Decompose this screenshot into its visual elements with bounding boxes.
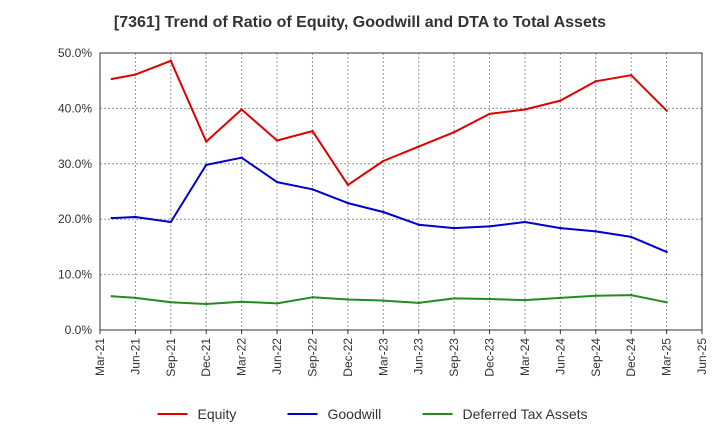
x-tick-label: Sep-22 (305, 338, 319, 377)
x-tick-label: Jun-21 (128, 338, 142, 375)
data-point-goodwill (311, 188, 314, 191)
data-point-deferred-tax-assets (169, 301, 173, 304)
data-point-goodwill (275, 180, 279, 184)
x-tick-label: Mar-21 (93, 338, 107, 376)
x-tick-label: Mar-25 (660, 338, 674, 376)
data-point-equity (110, 77, 114, 81)
legend-label-equity: Equity (198, 406, 237, 422)
series-line-goodwill (111, 156, 667, 253)
x-tick-label: Mar-24 (518, 338, 532, 376)
data-point-equity (559, 99, 562, 102)
data-point-deferred-tax-assets (110, 295, 114, 298)
x-tick-label: Dec-22 (341, 338, 355, 377)
data-point-goodwill (559, 226, 562, 230)
data-point-deferred-tax-assets (452, 297, 456, 300)
y-tick-label: 30.0% (58, 157, 92, 171)
data-point-equity (488, 112, 491, 116)
data-point-deferred-tax-assets (665, 301, 668, 304)
series-line-deferred-tax-assets (111, 294, 667, 305)
data-point-goodwill (240, 156, 243, 159)
legend-label-deferred-tax-assets: Deferred Tax Assets (463, 406, 588, 422)
x-tick-label: Mar-23 (376, 338, 390, 376)
data-point-equity (523, 108, 527, 111)
x-tick-label: Dec-24 (624, 338, 638, 377)
data-point-equity (382, 159, 385, 163)
x-tick-label: Sep-23 (447, 338, 461, 377)
chart-title: [7361] Trend of Ratio of Equity, Goodwil… (113, 14, 607, 31)
y-tick-label: 0.0% (65, 323, 93, 337)
plot-frame (99, 52, 703, 331)
data-point-deferred-tax-assets (629, 293, 633, 297)
data-point-goodwill (417, 223, 420, 226)
y-tick-label: 50.0% (58, 46, 92, 60)
data-point-equity (240, 108, 243, 111)
data-point-equity (275, 139, 279, 142)
data-point-goodwill (594, 230, 597, 233)
y-tick-label: 20.0% (58, 212, 92, 226)
data-point-equity (169, 59, 173, 62)
data-point-goodwill (629, 235, 633, 239)
data-point-deferred-tax-assets (240, 300, 243, 303)
data-point-goodwill (110, 216, 114, 220)
x-tick-label: Sep-21 (164, 338, 178, 377)
data-point-deferred-tax-assets (382, 299, 385, 302)
data-point-goodwill (452, 226, 456, 230)
x-tick-label: Jun-23 (412, 338, 426, 375)
x-tick-label: Mar-22 (235, 338, 249, 376)
data-point-deferred-tax-assets (311, 296, 314, 299)
x-tick-label: Jun-24 (553, 338, 567, 375)
x-tick-label: Sep-24 (589, 338, 603, 377)
data-point-goodwill (488, 225, 491, 228)
data-point-equity (629, 73, 633, 77)
data-point-deferred-tax-assets (205, 302, 208, 306)
data-point-goodwill (665, 250, 668, 254)
data-point-goodwill (169, 220, 173, 224)
data-point-goodwill (205, 163, 208, 167)
x-tick-label: Dec-21 (199, 338, 213, 377)
data-point-equity (417, 145, 420, 148)
data-point-goodwill (346, 201, 350, 205)
data-point-equity (311, 129, 314, 133)
data-point-equity (665, 109, 668, 112)
data-point-equity (594, 80, 597, 83)
data-point-equity (205, 140, 208, 143)
data-point-deferred-tax-assets (594, 294, 597, 297)
data-point-deferred-tax-assets (417, 301, 420, 305)
data-point-deferred-tax-assets (346, 298, 350, 301)
data-point-goodwill (382, 210, 385, 214)
legend-label-goodwill: Goodwill (328, 406, 382, 422)
data-point-deferred-tax-assets (559, 296, 562, 300)
data-point-equity (134, 73, 137, 76)
data-point-deferred-tax-assets (488, 297, 491, 301)
data-point-deferred-tax-assets (275, 302, 279, 305)
data-point-goodwill (523, 220, 527, 224)
x-tick-label: Dec-23 (483, 338, 497, 377)
data-point-deferred-tax-assets (523, 298, 527, 302)
x-tick-label: Jun-25 (695, 338, 709, 375)
data-point-equity (452, 131, 456, 134)
data-point-equity (346, 183, 350, 187)
y-tick-label: 10.0% (58, 268, 92, 282)
data-point-deferred-tax-assets (134, 296, 137, 300)
data-point-goodwill (134, 215, 137, 219)
y-tick-label: 40.0% (58, 101, 92, 115)
series-line-equity (111, 59, 668, 186)
x-tick-label: Jun-22 (270, 338, 284, 375)
